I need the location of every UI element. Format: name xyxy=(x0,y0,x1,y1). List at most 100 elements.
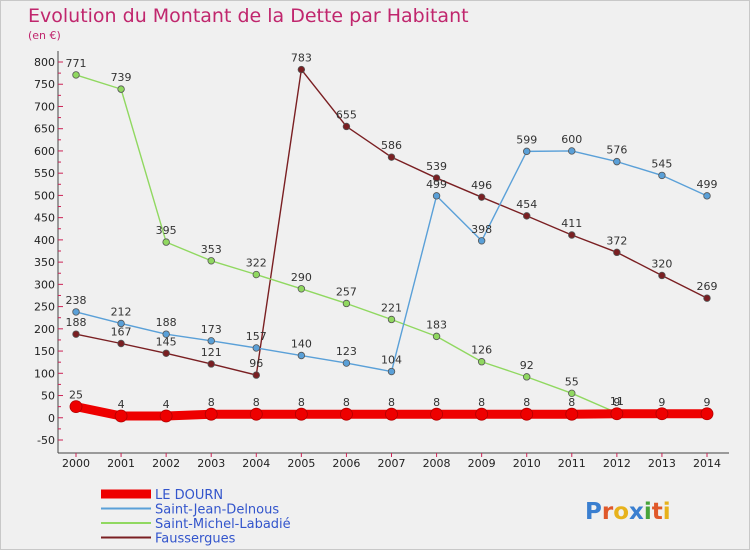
data-label-faussergues: 496 xyxy=(471,179,492,192)
data-label-le-dourn: 8 xyxy=(433,396,440,409)
data-label-saint-jean-delnous: 157 xyxy=(246,330,267,343)
data-point-le-dourn xyxy=(204,407,218,421)
y-tick-label: 600 xyxy=(34,145,55,158)
data-label-faussergues: 320 xyxy=(651,257,672,270)
data-label-saint-michel-labadi-: 771 xyxy=(66,57,87,70)
data-point-saint-jean-delnous xyxy=(613,157,621,166)
data-label-saint-jean-delnous: 576 xyxy=(606,144,627,157)
x-tick-label: 2000 xyxy=(62,457,90,470)
data-point-faussergues xyxy=(117,339,125,348)
data-point-saint-jean-delnous xyxy=(117,319,125,328)
data-label-faussergues: 96 xyxy=(249,357,263,370)
data-point-saint-jean-delnous xyxy=(252,344,260,352)
proxiti-logo: Proxiti xyxy=(585,499,671,525)
y-tick-label: 800 xyxy=(34,56,55,69)
data-point-faussergues xyxy=(477,193,486,201)
x-tick-label: 2007 xyxy=(378,457,406,470)
data-point-faussergues xyxy=(658,271,666,280)
data-point-faussergues xyxy=(72,330,80,338)
data-label-faussergues: 188 xyxy=(66,316,87,329)
x-tick-label: 2003 xyxy=(197,457,225,470)
y-tick-label: 400 xyxy=(34,234,55,247)
x-tick-label: 2005 xyxy=(287,457,315,470)
data-label-saint-jean-delnous: 398 xyxy=(471,223,492,236)
data-label-saint-michel-labadi-: 739 xyxy=(111,71,132,84)
data-point-saint-jean-delnous xyxy=(523,147,531,156)
data-label-saint-michel-labadi-: 55 xyxy=(565,375,579,388)
y-tick-label: 300 xyxy=(34,278,55,291)
legend-label-le-dourn: LE DOURN xyxy=(155,488,223,503)
x-tick-label: 2004 xyxy=(242,457,270,470)
data-label-saint-michel-labadi-: 257 xyxy=(336,285,357,298)
data-point-le-dourn xyxy=(700,407,714,421)
x-tick-label: 2006 xyxy=(332,457,360,470)
data-point-saint-michel-labadi- xyxy=(477,358,486,366)
x-tick-label: 2002 xyxy=(152,457,180,470)
y-tick-label: 50 xyxy=(41,390,55,403)
x-tick-label: 2011 xyxy=(558,457,586,470)
x-tick-label: 2014 xyxy=(693,457,721,470)
y-tick-label: 200 xyxy=(34,323,55,336)
data-point-saint-michel-labadi- xyxy=(207,257,215,265)
data-label-le-dourn: 9 xyxy=(658,396,665,409)
data-label-le-dourn: 8 xyxy=(253,396,260,409)
y-tick-label: 500 xyxy=(34,189,55,202)
data-label-faussergues: 121 xyxy=(201,346,222,359)
y-tick-label: 550 xyxy=(34,167,55,180)
x-tick-label: 2012 xyxy=(603,457,631,470)
y-tick-label: 150 xyxy=(34,345,55,358)
data-label-saint-michel-labadi-: 322 xyxy=(246,257,267,270)
data-point-le-dourn xyxy=(610,407,624,421)
data-point-le-dourn xyxy=(520,407,534,421)
data-point-faussergues xyxy=(703,294,711,302)
data-point-saint-jean-delnous xyxy=(658,171,666,180)
data-point-saint-jean-delnous xyxy=(72,308,80,316)
y-tick-label: 250 xyxy=(34,301,55,314)
data-point-faussergues xyxy=(252,371,260,379)
data-label-faussergues: 783 xyxy=(291,52,312,65)
y-tick-label: 0 xyxy=(48,412,55,425)
legend-label-saint-michel-labadi-: Saint-Michel-Labadié xyxy=(155,517,291,532)
data-label-faussergues: 269 xyxy=(697,280,718,293)
data-label-saint-michel-labadi-: 11 xyxy=(610,395,624,408)
data-point-saint-michel-labadi- xyxy=(252,270,260,279)
legend-label-saint-jean-delnous: Saint-Jean-Delnous xyxy=(155,503,279,518)
data-point-faussergues xyxy=(613,248,621,257)
data-point-saint-jean-delnous xyxy=(297,351,306,360)
data-point-faussergues xyxy=(568,231,576,239)
data-label-saint-jean-delnous: 173 xyxy=(201,323,222,336)
data-point-le-dourn xyxy=(565,407,579,421)
data-point-le-dourn xyxy=(340,407,353,421)
y-tick-label: 100 xyxy=(34,367,55,380)
data-label-faussergues: 411 xyxy=(561,217,582,230)
data-label-saint-michel-labadi-: 353 xyxy=(201,243,222,256)
data-point-saint-michel-labadi- xyxy=(342,299,351,308)
data-label-saint-jean-delnous: 238 xyxy=(66,294,87,307)
chart-subtitle: (en €) xyxy=(28,29,61,42)
data-point-saint-michel-labadi- xyxy=(117,85,125,93)
data-point-saint-michel-labadi- xyxy=(297,285,306,293)
data-point-faussergues xyxy=(387,153,396,161)
data-label-le-dourn: 8 xyxy=(208,396,215,409)
data-point-saint-michel-labadi- xyxy=(432,332,441,341)
data-label-saint-jean-delnous: 545 xyxy=(651,157,672,170)
data-label-saint-michel-labadi-: 183 xyxy=(426,318,447,331)
x-tick-label: 2013 xyxy=(648,457,676,470)
data-point-saint-jean-delnous xyxy=(342,359,351,367)
data-label-le-dourn: 8 xyxy=(523,396,530,409)
data-label-le-dourn: 8 xyxy=(478,396,485,409)
data-point-le-dourn xyxy=(114,409,128,423)
y-tick-label: 750 xyxy=(34,78,55,91)
data-point-faussergues xyxy=(523,212,531,220)
data-label-saint-michel-labadi-: 126 xyxy=(471,344,492,357)
data-label-saint-michel-labadi-: 290 xyxy=(291,271,312,284)
data-point-faussergues xyxy=(162,349,170,357)
data-point-saint-jean-delnous xyxy=(162,330,170,338)
data-label-faussergues: 167 xyxy=(111,325,132,338)
data-label-le-dourn: 9 xyxy=(613,396,620,409)
data-point-saint-jean-delnous xyxy=(477,237,486,245)
data-point-faussergues xyxy=(342,122,351,131)
x-tick-label: 2010 xyxy=(513,457,541,470)
data-point-le-dourn xyxy=(249,407,263,421)
